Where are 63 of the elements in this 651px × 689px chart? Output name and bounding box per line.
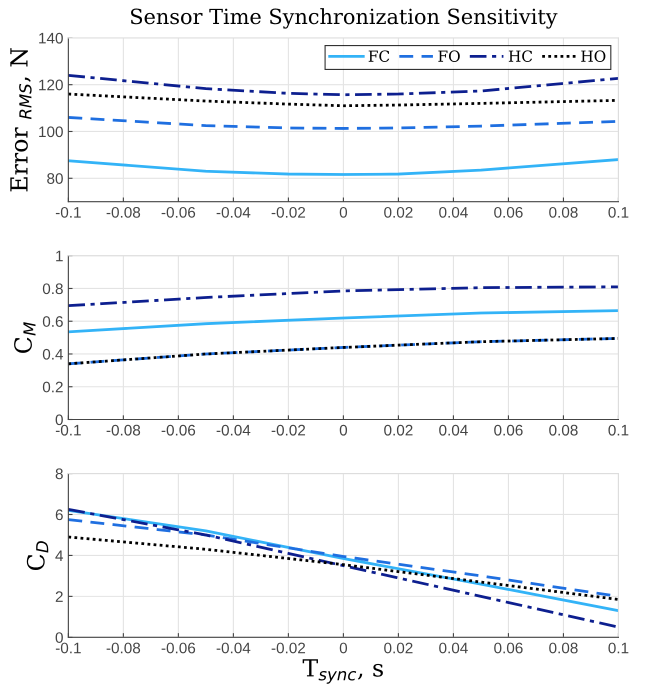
line-series bbox=[68, 536, 618, 601]
legend-label: HO bbox=[581, 50, 606, 62]
x-tick-label: -0.1 bbox=[56, 424, 81, 436]
x-tick-label: 0.04 bbox=[439, 642, 468, 654]
x-tick-label: 0 bbox=[340, 424, 348, 436]
y-tick-label: 0 bbox=[56, 632, 63, 644]
y-axis-title: Error $_{RMS}$, N bbox=[10, 48, 32, 192]
x-tick-label: -0.02 bbox=[272, 642, 306, 654]
x-tick-label: 0.08 bbox=[549, 642, 578, 654]
y-tick-label: 120 bbox=[39, 80, 63, 90]
y-tick-label: 140 bbox=[39, 32, 63, 44]
y-tick-label: 0 bbox=[56, 414, 63, 426]
y-tick-label: 6 bbox=[56, 509, 63, 520]
y-tick-label: 0.2 bbox=[42, 382, 63, 392]
x-tick-label: 0.02 bbox=[384, 642, 413, 654]
y-tick-label: 2 bbox=[56, 591, 63, 602]
x-tick-label: -0.1 bbox=[56, 642, 81, 654]
line-series bbox=[68, 309, 618, 334]
x-tick-label: -0.08 bbox=[106, 642, 140, 654]
x-tick-label: -0.06 bbox=[162, 642, 196, 654]
y-tick-label: 80 bbox=[47, 173, 63, 184]
x-tick-label: 0.06 bbox=[494, 206, 523, 218]
x-tick-label: -0.02 bbox=[272, 206, 306, 218]
y-tick-label: 1 bbox=[56, 250, 63, 262]
y-tick-label: 8 bbox=[56, 468, 63, 480]
y-axis-title: C$_{M}$ bbox=[14, 322, 36, 353]
x-tick-label: 0.04 bbox=[439, 424, 468, 436]
x-tick-label: -0.08 bbox=[106, 206, 140, 218]
y-tick-label: 0.4 bbox=[42, 348, 64, 360]
y-tick-label: 0.6 bbox=[42, 316, 63, 327]
chart-title: Sensor Time Synchronization Sensitivity bbox=[131, 8, 558, 29]
x-tick-label: 0.06 bbox=[494, 642, 523, 654]
x-tick-label: -0.06 bbox=[162, 424, 196, 436]
legend-label: FC bbox=[368, 50, 390, 62]
x-tick-label: 0.08 bbox=[549, 424, 578, 436]
x-tick-label: 0.06 bbox=[494, 424, 523, 436]
x-tick-label: -0.04 bbox=[216, 206, 250, 218]
line-series bbox=[68, 285, 618, 308]
x-tick-label: -0.08 bbox=[106, 424, 140, 436]
x-tick-label: 0.1 bbox=[608, 642, 628, 654]
x-tick-label: 0.02 bbox=[384, 206, 413, 218]
y-tick-label: 4 bbox=[55, 550, 64, 561]
x-tick-label: -0.04 bbox=[216, 642, 250, 654]
x-axis-title: T$_{sync}$, s bbox=[302, 659, 383, 684]
x-tick-label: 0.08 bbox=[549, 206, 578, 218]
y-axis-title: C$_{D}$ bbox=[26, 541, 48, 570]
line-series bbox=[68, 74, 618, 96]
x-tick-label: 0.1 bbox=[608, 206, 628, 218]
legend-label: FO bbox=[438, 50, 460, 62]
x-tick-label: 0.04 bbox=[439, 206, 468, 218]
line-series bbox=[68, 158, 618, 176]
x-tick-label: -0.1 bbox=[56, 206, 81, 218]
x-tick-label: 0.1 bbox=[608, 424, 628, 436]
line-series bbox=[68, 337, 618, 366]
x-tick-label: -0.04 bbox=[216, 424, 250, 436]
x-tick-label: 0 bbox=[340, 206, 348, 218]
x-tick-label: 0 bbox=[340, 642, 348, 654]
y-tick-label: 100 bbox=[39, 126, 63, 138]
x-tick-label: -0.02 bbox=[272, 424, 306, 436]
legend-label: HC bbox=[508, 50, 532, 62]
x-tick-label: -0.06 bbox=[162, 206, 196, 218]
x-tick-label: 0.02 bbox=[384, 424, 413, 436]
y-tick-label: 0.8 bbox=[42, 283, 63, 294]
